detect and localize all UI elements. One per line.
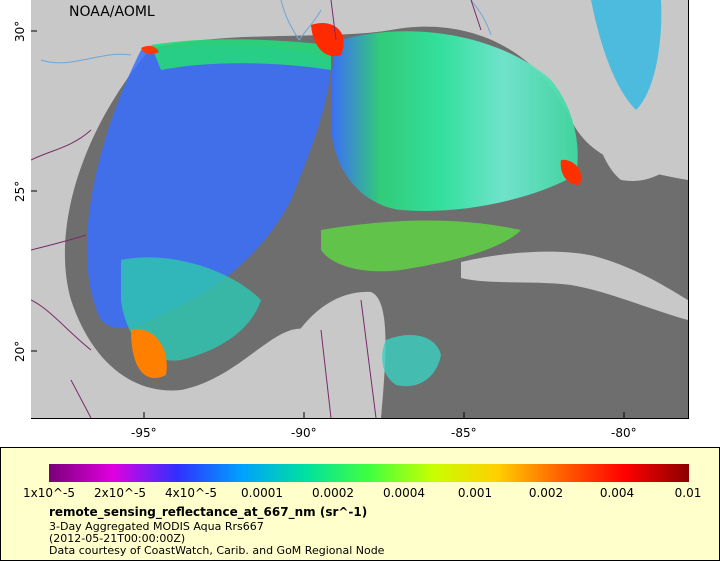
coastal-high-reflectance-yucatan — [131, 329, 167, 378]
lon-label-90: -90° — [291, 426, 317, 440]
yucatan-landmass — [271, 291, 386, 418]
caribbean-no-data-area — [371, 270, 688, 418]
colorbar-tick-label: 0.001 — [457, 486, 493, 500]
data-coverage-north-shelf — [151, 39, 331, 70]
cuba-landmass — [461, 251, 688, 320]
border-mexico-states — [31, 234, 377, 418]
colorbar-tick-label: 0.004 — [599, 486, 635, 500]
data-coverage-campeche — [121, 257, 261, 361]
product-name: 3-Day Aggregated MODIS Aqua Rrs667 — [49, 520, 264, 533]
date-range: (2012-05-21T00:00:00Z) — [49, 532, 186, 545]
border-us-states — [330, 0, 482, 41]
reflectance-map — [31, 0, 688, 418]
map-panel: NOAA/AOML — [31, 0, 689, 419]
colorbar-tick-label: 2x10^-5 — [93, 486, 147, 500]
colorbar-tick-label: 0.0004 — [383, 486, 425, 500]
data-coverage-east-gulf — [331, 31, 578, 211]
coastal-high-reflectance-florida — [560, 159, 582, 185]
data-coverage-caribbean — [382, 335, 441, 387]
tick-marks — [31, 30, 625, 418]
colorbar-tick-label: 0.0002 — [312, 486, 354, 500]
lat-label-20: 20° — [13, 340, 27, 362]
coastal-high-reflectance-mississippi — [311, 23, 344, 57]
colorbar-tick-label: 0.01 — [674, 486, 702, 500]
border-mexico-us — [31, 129, 92, 161]
colorbar — [49, 464, 689, 482]
river-mississippi — [280, 0, 322, 41]
data-coverage-atlantic — [591, 0, 662, 110]
lon-label-80: -80° — [611, 426, 637, 440]
variable-title: remote_sensing_reflectance_at_667_nm (sr… — [49, 505, 368, 519]
lon-label-85: -85° — [451, 426, 477, 440]
river-alabama — [470, 0, 492, 36]
river-texas — [40, 53, 132, 64]
lat-label-30: 30° — [13, 20, 27, 42]
colorbar-tick-label: 4x10^-5 — [164, 486, 218, 500]
coastal-high-reflectance-texas — [141, 45, 159, 55]
lat-label-25: 25° — [13, 180, 27, 202]
legend-panel: 1x10^-5 2x10^-5 4x10^-5 0.0001 0.0002 0.… — [0, 447, 720, 561]
data-coverage-central-bands — [321, 220, 521, 272]
lon-label-95: -95° — [131, 426, 157, 440]
map-credit: NOAA/AOML — [69, 4, 155, 20]
colorbar-tick-label: 0.002 — [528, 486, 564, 500]
data-source: Data courtesy of CoastWatch, Carib. and … — [49, 544, 385, 557]
colorbar-tick-label: 0.0001 — [241, 486, 283, 500]
colorbar-tick-label: 1x10^-5 — [22, 486, 76, 500]
